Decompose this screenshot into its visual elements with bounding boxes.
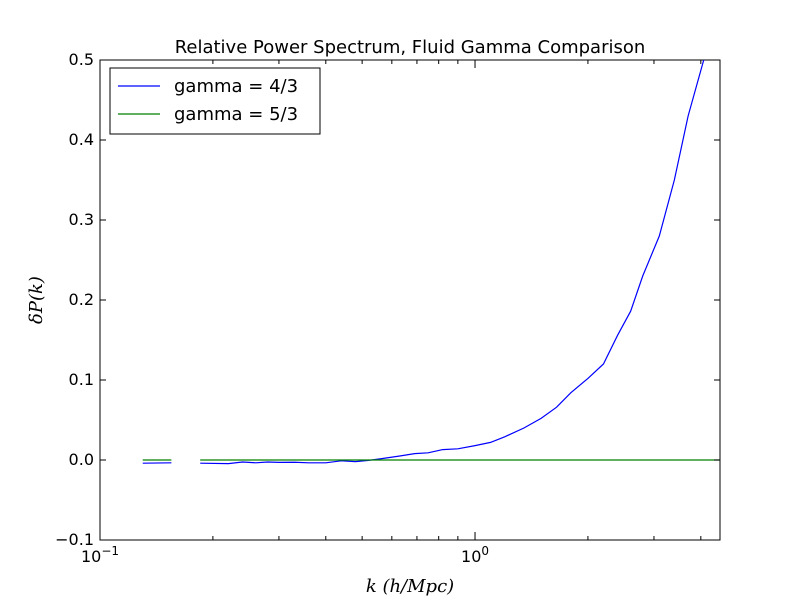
x-tick-label: 100 — [461, 544, 489, 566]
x-axis-label: k (h/Mpc) — [366, 576, 454, 597]
y-tick-label: 0.1 — [69, 370, 94, 389]
y-axis-label: δP(k) — [26, 276, 47, 324]
x-tick-label: 10−1 — [81, 544, 119, 566]
legend-label: gamma = 5/3 — [174, 104, 298, 125]
y-tick-label: 0.4 — [69, 130, 94, 149]
y-tick-label: 0.0 — [69, 450, 94, 469]
legend: gamma = 4/3 gamma = 5/3 — [109, 67, 321, 135]
chart-title: Relative Power Spectrum, Fluid Gamma Com… — [175, 37, 646, 58]
y-tick-label: −0.1 — [55, 530, 94, 549]
y-tick-label: 0.2 — [69, 290, 94, 309]
legend-box — [109, 67, 321, 135]
legend-label: gamma = 4/3 — [174, 76, 298, 97]
series-line-1-segment-2 — [200, 60, 705, 465]
y-tick-label: 0.3 — [69, 210, 94, 229]
axis-ticks: −0.1 0.0 0.1 0.2 0.3 0.4 0.5 10−1 100 — [55, 50, 720, 566]
y-tick-label: 0.5 — [69, 50, 94, 69]
